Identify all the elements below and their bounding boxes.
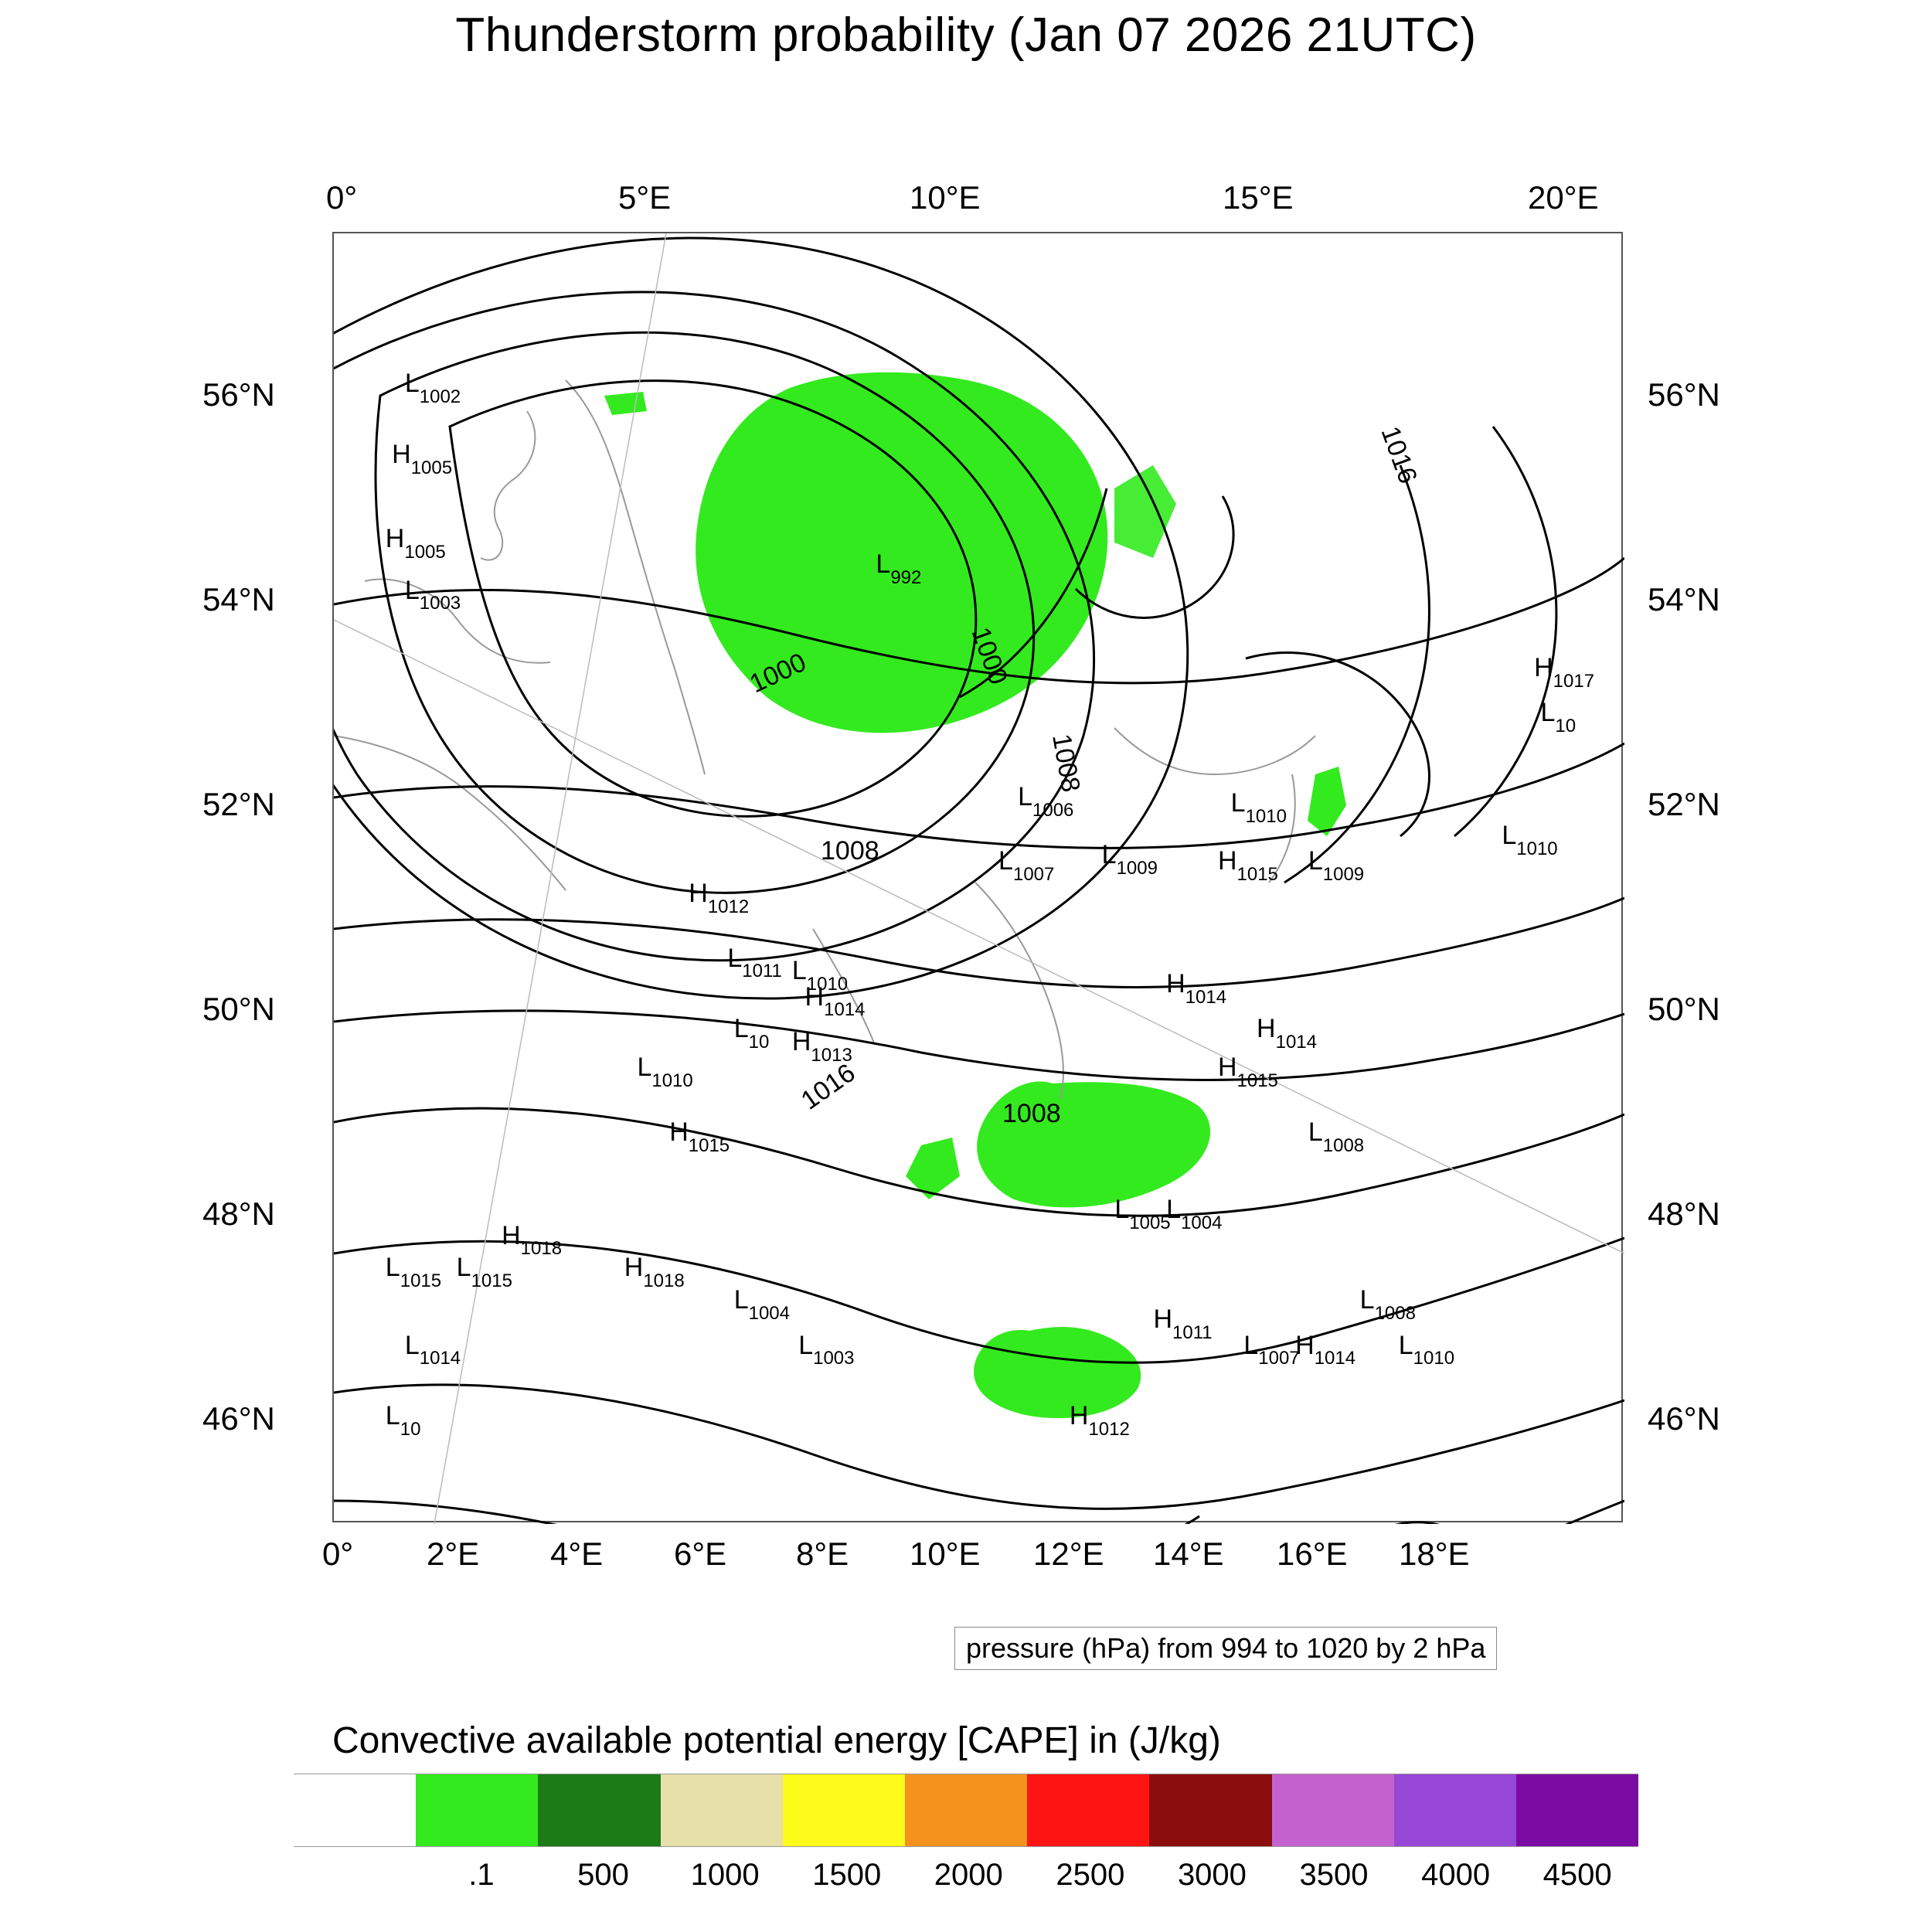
pressure-center-low-25: L1004 <box>1166 1195 1222 1230</box>
cape-colorbar-segment-6 <box>1027 1774 1149 1846</box>
pressure-center-low-3: L1003 <box>405 576 461 611</box>
cape-colorbar-labels: .1 500 1000 1500 2000 2500 3000 3500 4000 4500 <box>294 1858 1638 1893</box>
pressure-center-low-13: L1011 <box>727 944 782 978</box>
cape-colorbar-tick-3: 1500 <box>786 1858 908 1893</box>
cape-colorbar-segment-10 <box>1516 1774 1638 1846</box>
pressure-center-low-34: L1003 <box>798 1331 854 1366</box>
pressure-center-low-7: L1009 <box>1102 840 1158 875</box>
pressure-center-high-15: H1014 <box>805 982 866 1017</box>
map-panel: 0° 5°E 10°E 15°E 20°E 0° 2°E 4°E 6°E 8°E… <box>332 232 1623 1522</box>
cape-colorbar-tick-0: .1 <box>420 1858 543 1893</box>
pressure-center-low-37: L1010 <box>1399 1331 1454 1366</box>
pressure-center-low-6: L1007 <box>998 846 1054 881</box>
pressure-center-high-38: H1017 <box>1534 653 1594 688</box>
pressure-center-high-30: H1018 <box>624 1253 685 1287</box>
pressure-center-low-39: L10 <box>1540 698 1576 733</box>
pressure-center-high-36: H1014 <box>1295 1331 1355 1366</box>
pressure-caption-box: pressure (hPa) from 994 to 1020 by 2 hPa <box>954 1627 1497 1670</box>
pressure-center-low-24: L1005 <box>1114 1195 1170 1230</box>
cape-colorbar-segment-4 <box>783 1774 905 1846</box>
pressure-center-high-8: H1015 <box>1218 846 1278 881</box>
pressure-center-low-35: L1007 <box>1243 1331 1299 1366</box>
cape-colorbar-segment-8 <box>1272 1774 1394 1846</box>
pressure-center-low-32: L1008 <box>1360 1285 1416 1320</box>
cape-colorbar-tick-9: 4500 <box>1516 1858 1638 1893</box>
cape-colorbar-segment-1 <box>416 1774 538 1846</box>
cape-colorbar-tick-6: 3000 <box>1151 1858 1274 1893</box>
pressure-center-high-17: H1013 <box>792 1027 852 1062</box>
cape-colorbar-wrapper: .1 500 1000 1500 2000 2500 3000 3500 4000 4500 <box>294 1774 1638 1893</box>
pressure-center-high-12: H1012 <box>689 879 749 913</box>
pressure-center-high-26: H1018 <box>502 1221 562 1256</box>
pressure-center-labels: L1002 H1005 H1005 L1003 L992 L1006 L1007 L1009 H… <box>334 233 1624 1524</box>
pressure-center-low-18: L1010 <box>637 1053 692 1087</box>
pressure-center-low-10: L1010 <box>1231 788 1287 823</box>
pressure-center-high-21: H1015 <box>1218 1053 1278 1087</box>
pressure-center-low-23: L1008 <box>1308 1117 1364 1152</box>
cape-section-title: Convective available potential energy [C… <box>332 1719 1221 1762</box>
cape-colorbar-segment-0 <box>294 1774 416 1846</box>
pressure-center-high-41: H1012 <box>1070 1401 1130 1436</box>
pressure-center-low-16: L10 <box>734 1014 770 1049</box>
pressure-center-low-0: L1002 <box>405 369 461 403</box>
cape-colorbar-segment-5 <box>905 1774 1027 1846</box>
cape-colorbar-tick-4: 2000 <box>907 1858 1029 1893</box>
pressure-center-high-20: H1014 <box>1257 1014 1317 1049</box>
cape-colorbar-segment-7 <box>1149 1774 1271 1846</box>
cape-colorbar-tick-7: 3500 <box>1273 1858 1395 1893</box>
pressure-center-high-1: H1005 <box>392 440 452 474</box>
pressure-center-low-4: L992 <box>876 549 921 584</box>
pressure-center-low-11: L1010 <box>1502 821 1557 855</box>
cape-colorbar-tick-5: 2500 <box>1029 1858 1151 1893</box>
cape-colorbar-segment-2 <box>538 1774 660 1846</box>
pressure-center-low-28: L1015 <box>386 1253 441 1287</box>
cape-colorbar-tick-1: 500 <box>543 1858 665 1893</box>
pressure-center-low-31: L1004 <box>734 1285 790 1320</box>
cape-colorbar-segment-3 <box>661 1774 783 1846</box>
cape-colorbar <box>294 1774 1638 1847</box>
cape-colorbar-tick-2: 1000 <box>664 1858 786 1893</box>
pressure-center-high-2: H1005 <box>386 524 446 559</box>
pressure-center-low-29: L1015 <box>457 1253 512 1287</box>
pressure-center-low-5: L1006 <box>1018 782 1073 817</box>
pressure-center-low-40: L10 <box>386 1401 421 1436</box>
pressure-center-low-33: L1014 <box>405 1331 461 1366</box>
pressure-center-low-9: L1009 <box>1308 846 1364 881</box>
pressure-center-high-22: H1015 <box>669 1117 730 1152</box>
page-title: Thunderstorm probability (Jan 07 2026 21… <box>0 8 1932 63</box>
cape-colorbar-segment-9 <box>1394 1774 1516 1846</box>
cape-colorbar-tick-8: 4000 <box>1395 1858 1517 1893</box>
pressure-center-high-27: H1011 <box>1153 1304 1212 1339</box>
pressure-center-high-19: H1014 <box>1166 969 1226 1004</box>
